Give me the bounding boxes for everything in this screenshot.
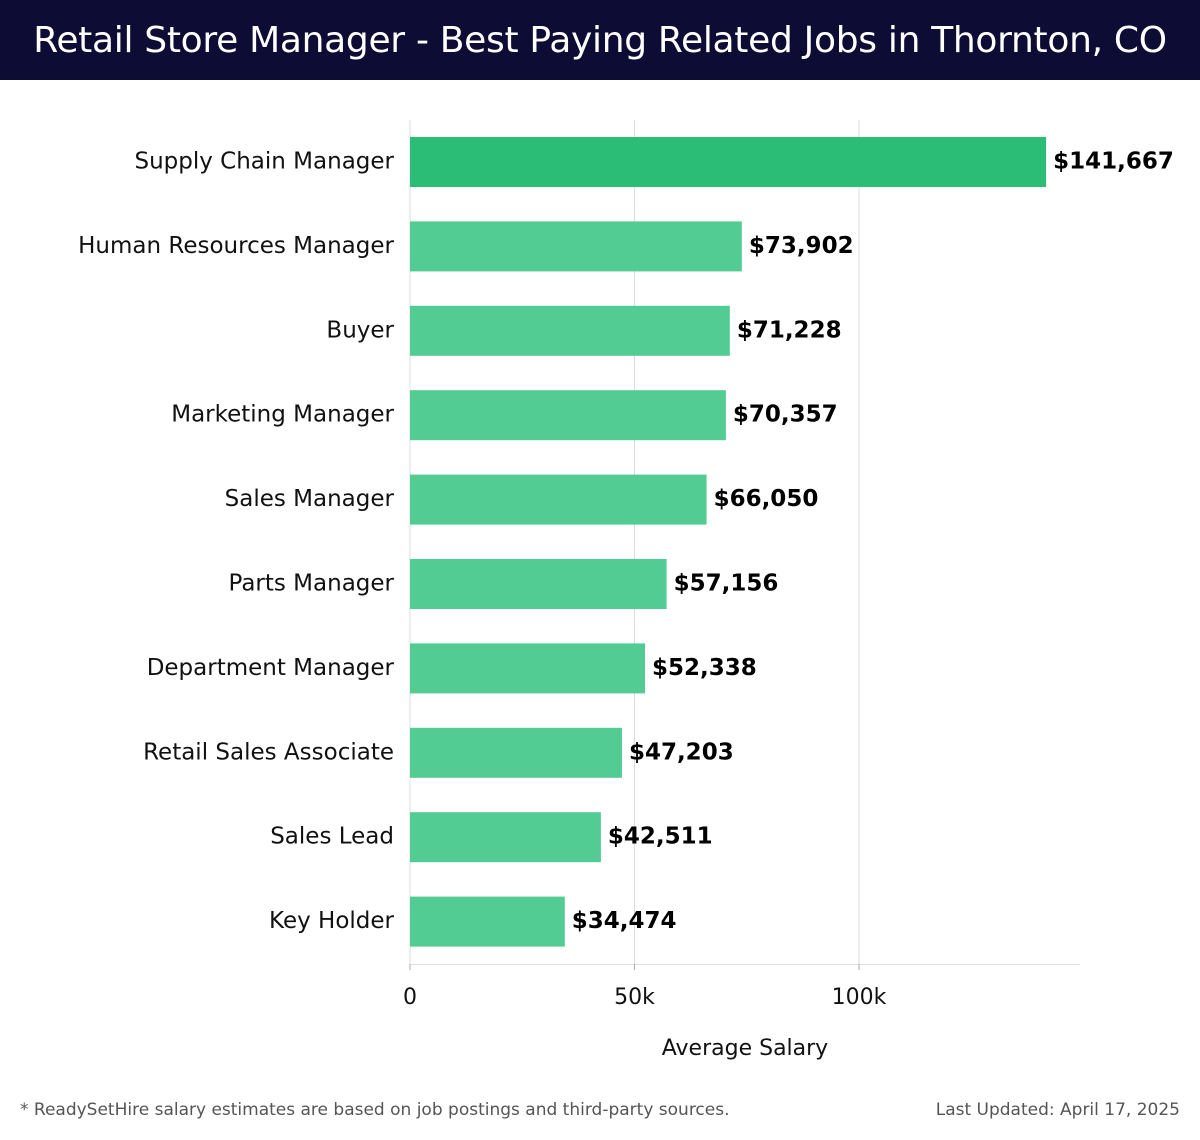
category-label: Buyer <box>326 317 394 343</box>
bars <box>410 137 1047 947</box>
chart-title: Retail Store Manager - Best Paying Relat… <box>0 0 1200 80</box>
category-label: Key Holder <box>269 908 395 934</box>
x-tick-label: 0 <box>403 985 417 1010</box>
bar <box>410 727 622 778</box>
value-label: $66,050 <box>714 486 819 512</box>
bar <box>410 474 707 525</box>
category-label: Retail Sales Associate <box>143 739 394 765</box>
category-label: Sales Lead <box>270 824 394 850</box>
bar <box>410 812 601 863</box>
footer-note: * ReadySetHire salary estimates are base… <box>20 1100 730 1120</box>
value-label: $70,357 <box>733 402 838 428</box>
bar <box>410 390 726 441</box>
category-label: Marketing Manager <box>171 402 394 428</box>
value-label: $34,474 <box>572 908 677 934</box>
category-labels: Supply Chain Manager Human Resources Mana… <box>78 149 394 935</box>
value-labels: $141,667 $73,902 $71,228 $70,357 $66,050 $57,… <box>572 149 1174 935</box>
category-label: Supply Chain Manager <box>134 149 394 175</box>
x-axis: 0 50k 100k Average Salary <box>403 964 1080 1061</box>
bar <box>410 643 645 694</box>
category-label: Sales Manager <box>225 486 395 512</box>
value-label: $73,902 <box>749 233 854 259</box>
salary-bar-chart: Supply Chain Manager Human Resources Mana… <box>78 120 1174 1061</box>
category-label: Human Resources Manager <box>78 233 394 259</box>
x-tick-label: 50k <box>614 985 655 1010</box>
bar <box>410 137 1047 187</box>
category-label: Parts Manager <box>228 571 394 597</box>
value-label: $71,228 <box>737 317 842 343</box>
value-label: $42,511 <box>608 824 713 850</box>
value-label: $47,203 <box>629 739 734 765</box>
bar <box>410 305 730 356</box>
bar <box>410 221 742 272</box>
last-updated: Last Updated: April 17, 2025 <box>935 1100 1180 1120</box>
bar <box>410 896 565 947</box>
value-label: $141,667 <box>1053 149 1174 175</box>
bar <box>410 559 667 609</box>
x-axis-title: Average Salary <box>662 1036 828 1061</box>
category-label: Department Manager <box>147 655 395 681</box>
value-label: $57,156 <box>674 571 779 597</box>
value-label: $52,338 <box>652 655 757 681</box>
x-tick-label: 100k <box>832 985 887 1010</box>
